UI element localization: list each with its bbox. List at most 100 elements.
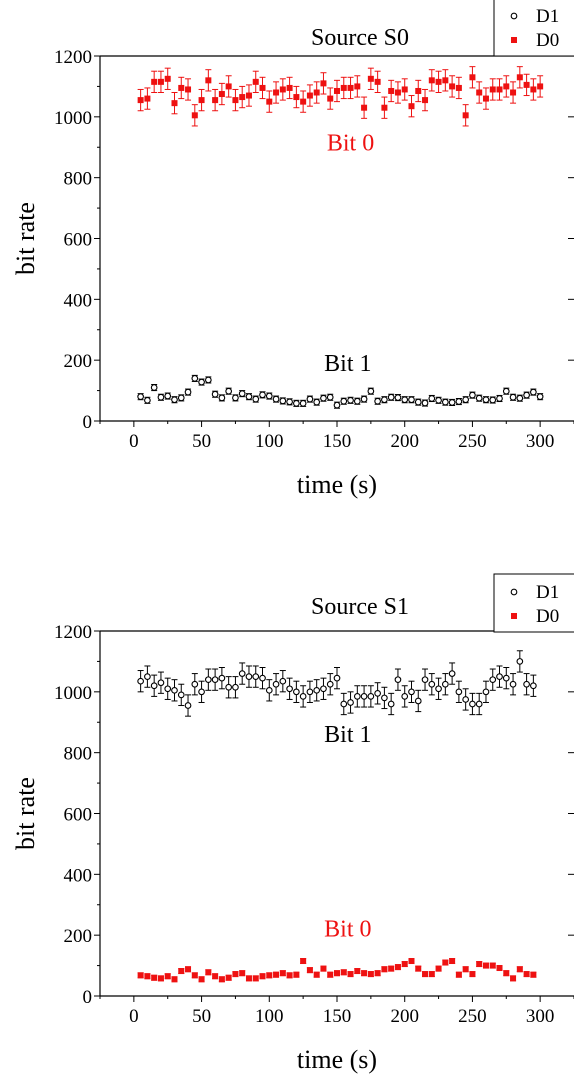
data-point [265, 686, 273, 694]
data-point [279, 86, 286, 93]
data-point [232, 394, 239, 402]
data-point [367, 387, 375, 395]
x-tick-label: 100 [255, 431, 284, 452]
x-tick-label: 200 [390, 431, 419, 452]
data-point [462, 696, 470, 703]
data-point [509, 393, 517, 401]
data-point [428, 77, 435, 84]
data-point [313, 398, 321, 406]
data-point [198, 97, 205, 104]
data-point [286, 84, 293, 91]
data-point [185, 966, 192, 973]
data-point [340, 397, 348, 405]
data-point [347, 971, 354, 978]
series-d1 [137, 650, 537, 717]
data-point [205, 77, 212, 84]
data-point [475, 394, 483, 402]
data-point [171, 100, 178, 107]
data-point [415, 965, 422, 972]
data-point [225, 387, 233, 395]
data-point [502, 674, 510, 682]
data-point [408, 958, 415, 965]
data-point [273, 89, 280, 96]
data-point [374, 397, 381, 405]
y-tick-label: 200 [64, 926, 93, 947]
y-axis-label: bit rate [11, 202, 40, 275]
data-point [232, 683, 239, 691]
x-tick-label: 150 [323, 431, 352, 452]
data-point [394, 964, 401, 971]
data-point [530, 86, 537, 93]
data-point [150, 384, 158, 391]
data-point [164, 685, 172, 693]
data-point [469, 971, 476, 978]
data-point [340, 969, 347, 976]
data-point [503, 970, 510, 977]
data-point [476, 961, 483, 968]
data-point [164, 392, 172, 400]
data-point [150, 682, 158, 690]
y-tick-label: 1000 [54, 683, 92, 704]
data-point [353, 693, 361, 700]
data-point [537, 83, 544, 90]
y-tick-label: 600 [64, 805, 93, 826]
data-point [510, 89, 517, 96]
data-point [198, 976, 205, 983]
data-point [414, 697, 422, 705]
data-point [530, 388, 537, 396]
data-point [449, 958, 456, 965]
data-point [510, 975, 517, 982]
data-point [171, 976, 178, 983]
data-point [157, 975, 164, 982]
data-point [306, 967, 313, 974]
y-tick-label: 800 [64, 169, 93, 190]
data-point [401, 86, 408, 93]
data-point [482, 396, 490, 404]
data-point [455, 84, 462, 91]
data-point [421, 676, 429, 684]
legend-marker [511, 613, 517, 619]
legend-label: D0 [536, 30, 559, 51]
series-d1 [137, 374, 544, 409]
data-point [218, 674, 226, 682]
y-tick-label: 400 [64, 865, 93, 886]
data-point [414, 398, 422, 406]
data-point [381, 104, 388, 111]
data-point [530, 971, 537, 978]
data-point [354, 968, 361, 975]
data-point [428, 971, 435, 978]
data-point [327, 971, 334, 978]
legend-label: D0 [536, 606, 559, 627]
data-point [300, 98, 307, 105]
data-point [462, 112, 469, 119]
data-point [238, 390, 246, 397]
data-point [306, 688, 314, 696]
data-point [259, 391, 266, 399]
data-point [151, 78, 158, 85]
chart-title: Source S1 [311, 594, 409, 620]
data-point [211, 390, 219, 398]
data-point [374, 78, 381, 85]
data-point [313, 89, 320, 96]
data-point [489, 86, 496, 93]
data-point [523, 81, 530, 88]
data-point [252, 395, 260, 403]
data-point [469, 74, 476, 81]
data-point [516, 966, 523, 973]
y-tick-label: 0 [83, 987, 93, 1008]
data-point [496, 673, 503, 680]
data-point [144, 396, 151, 404]
x-tick-label: 0 [129, 431, 139, 452]
data-point [211, 676, 219, 684]
data-point [327, 95, 334, 102]
annotation-label: Bit 1 [324, 722, 371, 748]
data-point [381, 694, 388, 702]
data-point [320, 965, 327, 972]
data-point [157, 393, 165, 401]
data-point [286, 972, 293, 979]
data-point [441, 398, 449, 406]
data-point [360, 395, 368, 403]
data-point [334, 970, 340, 977]
data-point [415, 87, 422, 94]
